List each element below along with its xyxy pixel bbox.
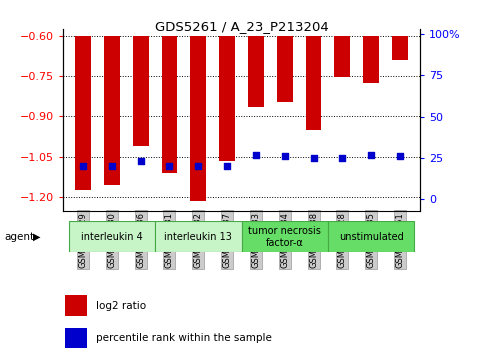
Text: log2 ratio: log2 ratio [96, 301, 146, 311]
Point [166, 163, 173, 169]
Bar [334, 36, 350, 77]
Bar [104, 36, 120, 185]
Text: interleukin 13: interleukin 13 [164, 232, 232, 242]
Bar [69, 221, 155, 252]
Text: ▶: ▶ [33, 232, 41, 242]
Point [108, 163, 115, 169]
Text: tumor necrosis
factor-α: tumor necrosis factor-α [248, 226, 321, 248]
Text: GDS5261 / A_23_P213204: GDS5261 / A_23_P213204 [155, 20, 328, 33]
Text: unstimulated: unstimulated [339, 232, 404, 242]
Point [79, 163, 87, 169]
Point [252, 152, 260, 158]
Text: percentile rank within the sample: percentile rank within the sample [96, 333, 271, 343]
Bar [190, 36, 206, 201]
Bar [155, 221, 242, 252]
Bar [306, 36, 322, 130]
Point [137, 158, 144, 164]
Text: agent: agent [5, 232, 35, 242]
Point [339, 155, 346, 161]
Point [194, 163, 202, 169]
Point [310, 155, 317, 161]
Bar [277, 36, 293, 102]
Point [223, 163, 231, 169]
Bar [133, 36, 149, 146]
Bar [161, 36, 177, 173]
Bar [242, 221, 328, 252]
Point [396, 154, 404, 159]
Point [368, 152, 375, 158]
Point [281, 154, 289, 159]
Bar [363, 36, 379, 83]
Bar [392, 36, 408, 60]
Bar [328, 221, 414, 252]
Bar [75, 36, 91, 190]
Bar [65, 328, 87, 348]
Bar [248, 36, 264, 107]
Text: interleukin 4: interleukin 4 [81, 232, 142, 242]
Bar [219, 36, 235, 161]
Bar [65, 295, 87, 316]
